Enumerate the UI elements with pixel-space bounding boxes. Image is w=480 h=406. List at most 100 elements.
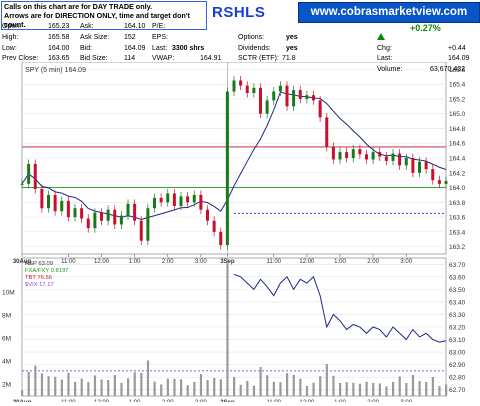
price-ytick-label: 163.4 (449, 229, 466, 236)
high-value: 165.58 (48, 34, 70, 41)
xtick-label: 11:00 (266, 259, 281, 265)
volume-bar (312, 382, 315, 396)
volume-bar (438, 386, 441, 396)
candle-body (66, 200, 70, 218)
xtick-label: 3:00 (195, 259, 207, 265)
volume-bar (21, 390, 24, 396)
price-ytick-label: 163.6 (449, 215, 466, 222)
bid-value: 164.09 (124, 45, 146, 52)
candle-body (444, 180, 448, 184)
vwap-label: VWAP: (152, 55, 175, 62)
ind-ytick-label: 62.90 (449, 362, 466, 369)
sctr-value: 71.8 (282, 55, 296, 62)
price-chart: SPY (5 min) 164.09 163.2 163.4 163.6 163.8 1… (2, 62, 466, 402)
volume-bar (54, 376, 57, 396)
candle-body (33, 163, 37, 190)
volume-bar (199, 374, 203, 396)
volume-ytick-label: 2M (2, 382, 11, 389)
pct-change: +0.27% (410, 23, 441, 33)
volume-bar (213, 378, 216, 396)
candle-body (384, 156, 388, 161)
last-value: 3300 shrs (172, 45, 205, 52)
candle-body (358, 149, 362, 155)
volume-bar (319, 376, 322, 396)
volume-bar (259, 367, 262, 396)
xtick-label-lower: 3Sep (220, 400, 235, 402)
xtick-label-lower: 3:00 (195, 400, 207, 402)
volume-bar (186, 385, 189, 396)
xtick-label: 2:00 (162, 259, 174, 265)
price-ytick-label: 164.6 (449, 141, 466, 148)
volume-bar (325, 364, 328, 396)
candle-body (225, 91, 229, 246)
volume-bar (272, 381, 275, 396)
xtick-label-lower: 3:00 (400, 400, 412, 402)
open-label: Open: (2, 23, 22, 30)
volume-bar (206, 380, 209, 396)
volume-bar (113, 375, 116, 396)
candle-body (252, 87, 256, 94)
volume-bar (153, 381, 156, 396)
options-value: yes (286, 34, 298, 41)
ind-ytick-label: 63.60 (449, 274, 466, 281)
volume-label-row: Volume: (377, 66, 403, 73)
ask-value: 164.10 (124, 23, 146, 30)
volume-bar (398, 376, 401, 396)
xtick-label: 3:00 (400, 259, 412, 265)
candle-body (40, 189, 44, 209)
xtick-label: 11:00 (61, 259, 76, 265)
volume-bar (146, 360, 150, 396)
pe-label: P/E: (152, 23, 166, 30)
bid-label: Bid: (80, 45, 93, 52)
volume-bar (67, 372, 70, 396)
ind-legend-item: $VIX 17.17 (25, 282, 54, 288)
options-label: Options: (238, 34, 265, 41)
volume-bar (425, 382, 428, 396)
volume-bar (80, 378, 83, 396)
candle-body (298, 90, 302, 99)
price-ytick-label: 165.4 (449, 82, 466, 89)
volume-bar (365, 381, 368, 396)
xtick-label-lower: 1:00 (334, 400, 346, 402)
volume-bar (378, 383, 381, 396)
candle-body (186, 196, 190, 203)
volume-bar (27, 371, 30, 396)
candle-body (179, 196, 183, 206)
volume-bar (279, 382, 282, 396)
ind-ytick-label: 62.80 (449, 375, 466, 382)
price-ytick-label: 163.2 (449, 244, 466, 251)
candle-body (159, 197, 163, 203)
volume-ytick-label: 8M (2, 313, 11, 320)
volume-bar (411, 375, 415, 396)
candle-body (133, 203, 137, 221)
volume-bar (358, 383, 362, 396)
volume-bar (160, 384, 163, 396)
low-label: Low: (2, 45, 17, 52)
chg-label: Chg: (377, 45, 392, 52)
volume-bar (93, 375, 97, 396)
candle-body (259, 87, 262, 114)
volume-bar (226, 263, 229, 396)
volume-bar (173, 378, 176, 396)
site-banner[interactable]: www.cobrasmarketview.com (298, 2, 480, 23)
last2-value: 164.09 (448, 55, 470, 62)
volume-bar (286, 373, 289, 396)
volume-ytick-label: 10M (2, 290, 15, 297)
volume-bar (60, 379, 63, 396)
candle-body (312, 95, 315, 101)
candle-body (27, 163, 31, 184)
candle-body (278, 85, 282, 92)
volume-bar (233, 377, 236, 396)
prev-close-value: 163.65 (48, 55, 70, 62)
xtick-label-lower: 12:00 (299, 400, 315, 402)
volume-bar (74, 381, 77, 396)
ind-legend-item: RSP 63.09 (25, 261, 53, 267)
volume-bar (252, 385, 256, 396)
candle-body (119, 215, 123, 225)
ticker-title: RSHLS (212, 4, 266, 21)
volume-bar (392, 382, 395, 396)
candle-body (199, 194, 203, 210)
open-value: 165.23 (48, 23, 70, 30)
volume-bar (219, 379, 222, 396)
price-ma-line (21, 91, 447, 221)
